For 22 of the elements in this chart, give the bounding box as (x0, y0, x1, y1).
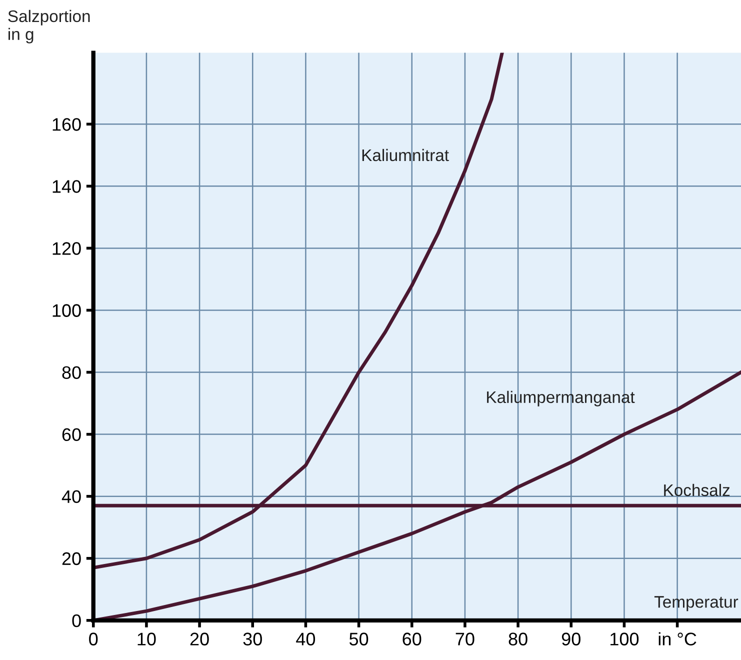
x-tick-label: 70 (456, 632, 474, 646)
x-tick-label: 10 (138, 632, 156, 646)
x-tick-label: 20 (190, 632, 209, 646)
y-tick-label: 160 (52, 118, 81, 131)
x-tick-label: 0 (89, 632, 98, 646)
y-tick-label: 20 (62, 552, 81, 566)
x-tick-label: 90 (562, 632, 580, 646)
x-tick-label: 80 (508, 632, 528, 646)
y-axis-title: Salzportion in g (8, 10, 90, 44)
x-tick-label: 50 (349, 632, 368, 646)
y-tick-label: 120 (52, 242, 81, 255)
y-tick-label: 40 (62, 490, 81, 504)
y-tick-label: 0 (72, 614, 81, 628)
x-tick-label: in °C (658, 632, 696, 646)
x-tick-label: 40 (296, 632, 316, 646)
x-tick-label: 30 (243, 632, 262, 646)
x-tick-label: 100 (610, 632, 639, 646)
y-tick-label: 140 (52, 180, 81, 193)
y-tick-label: 80 (62, 366, 81, 379)
x-tick-label: 60 (402, 632, 422, 646)
y-tick-label: 60 (62, 428, 81, 442)
y-tick-label: 100 (52, 304, 81, 317)
